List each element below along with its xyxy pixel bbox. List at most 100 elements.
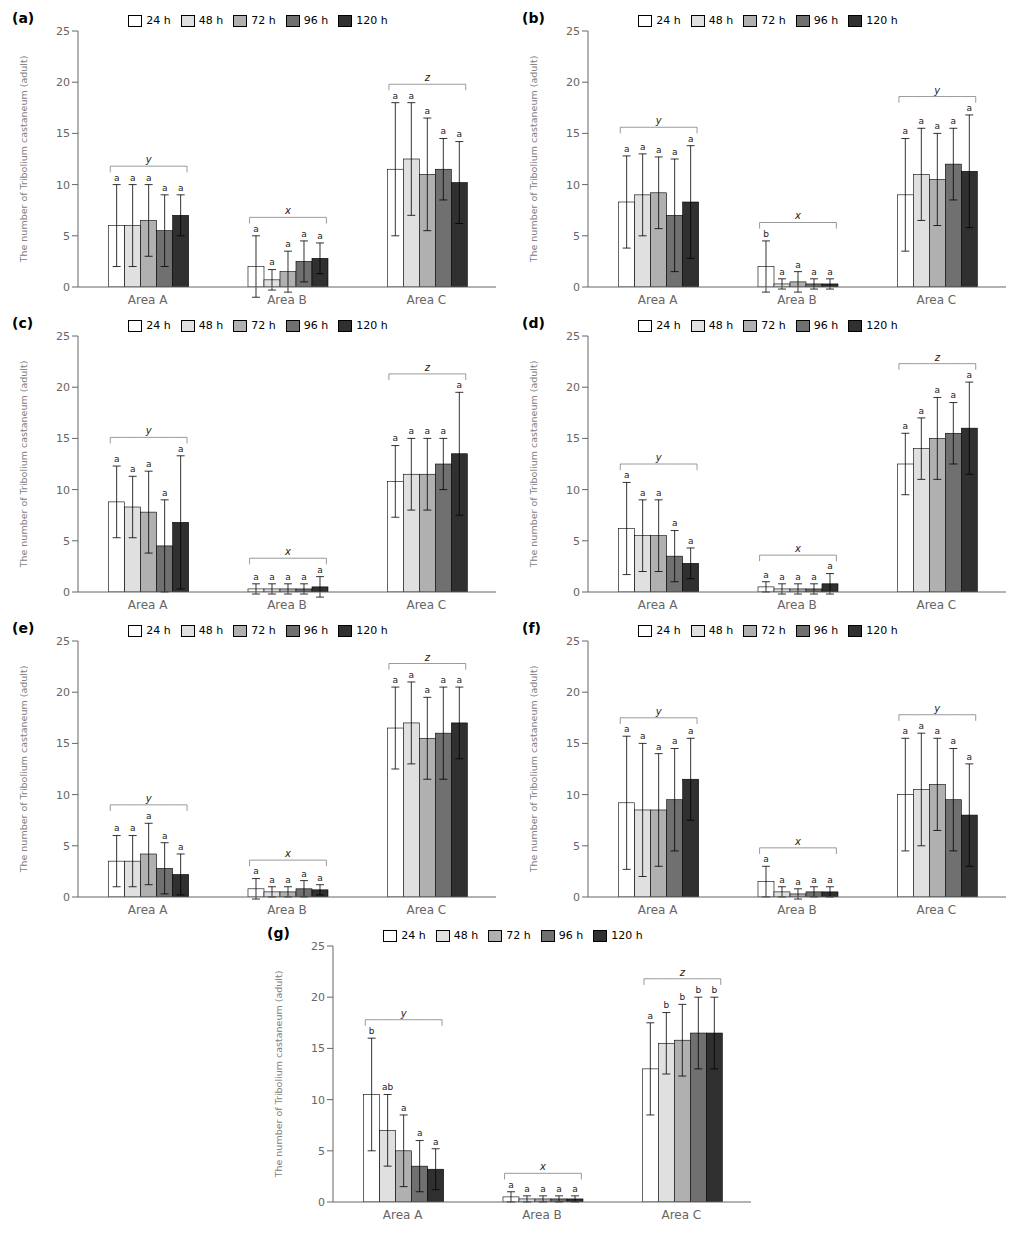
svg-text:a: a <box>811 267 817 277</box>
svg-text:a: a <box>441 675 447 685</box>
svg-text:a: a <box>162 183 168 193</box>
svg-text:b: b <box>711 985 717 995</box>
svg-text:a: a <box>508 1180 514 1190</box>
svg-text:a: a <box>433 1137 439 1147</box>
svg-text:a: a <box>951 390 957 400</box>
svg-text:Area A: Area A <box>638 293 678 307</box>
svg-text:x: x <box>794 210 801 221</box>
svg-text:a: a <box>425 685 431 695</box>
svg-text:a: a <box>130 173 136 183</box>
svg-text:z: z <box>679 967 686 978</box>
svg-text:Area B: Area B <box>267 293 307 307</box>
svg-text:b: b <box>763 229 769 239</box>
svg-text:5: 5 <box>573 230 580 243</box>
svg-text:20: 20 <box>56 381 70 394</box>
svg-text:10: 10 <box>56 789 70 802</box>
svg-text:a: a <box>130 464 136 474</box>
svg-text:a: a <box>688 536 694 546</box>
svg-text:z: z <box>424 652 431 663</box>
svg-text:10: 10 <box>56 484 70 497</box>
svg-text:a: a <box>114 454 120 464</box>
svg-text:15: 15 <box>56 737 70 750</box>
svg-text:a: a <box>672 147 678 157</box>
svg-text:Area B: Area B <box>522 1208 562 1222</box>
svg-text:x: x <box>539 1161 546 1172</box>
svg-text:Area A: Area A <box>128 293 168 307</box>
svg-text:a: a <box>409 91 415 101</box>
svg-text:a: a <box>269 257 275 267</box>
svg-text:a: a <box>779 875 785 885</box>
svg-text:0: 0 <box>318 1196 325 1209</box>
svg-text:a: a <box>114 173 120 183</box>
svg-text:15: 15 <box>56 127 70 140</box>
svg-text:a: a <box>827 267 833 277</box>
svg-text:a: a <box>393 433 399 443</box>
svg-text:5: 5 <box>573 535 580 548</box>
svg-text:a: a <box>269 572 275 582</box>
svg-text:b: b <box>695 985 701 995</box>
svg-text:a: a <box>640 731 646 741</box>
svg-text:a: a <box>672 736 678 746</box>
svg-text:a: a <box>572 1184 578 1194</box>
svg-text:a: a <box>951 736 957 746</box>
svg-text:a: a <box>393 675 399 685</box>
svg-text:Area B: Area B <box>777 293 817 307</box>
svg-text:a: a <box>285 875 291 885</box>
svg-text:20: 20 <box>311 991 325 1004</box>
svg-text:Area C: Area C <box>916 903 956 917</box>
svg-text:a: a <box>457 675 463 685</box>
svg-text:a: a <box>763 854 769 864</box>
svg-text:10: 10 <box>566 179 580 192</box>
svg-text:a: a <box>779 572 785 582</box>
svg-text:25: 25 <box>566 635 580 648</box>
svg-text:Area C: Area C <box>406 598 446 612</box>
svg-text:a: a <box>811 875 817 885</box>
svg-text:a: a <box>935 385 941 395</box>
svg-text:a: a <box>317 873 323 883</box>
svg-text:a: a <box>795 572 801 582</box>
svg-text:20: 20 <box>56 76 70 89</box>
svg-text:20: 20 <box>566 76 580 89</box>
svg-text:a: a <box>919 116 925 126</box>
svg-text:5: 5 <box>573 840 580 853</box>
svg-text:z: z <box>424 72 431 83</box>
svg-text:a: a <box>409 670 415 680</box>
svg-text:Area B: Area B <box>777 598 817 612</box>
svg-text:a: a <box>672 518 678 528</box>
svg-text:The number of Tribolium castan: The number of Tribolium castaneum (adult… <box>18 361 29 569</box>
svg-text:y: y <box>933 703 941 714</box>
svg-text:a: a <box>301 572 307 582</box>
svg-text:a: a <box>951 116 957 126</box>
svg-text:ab: ab <box>382 1082 394 1092</box>
svg-text:a: a <box>409 426 415 436</box>
svg-text:b: b <box>663 1000 669 1010</box>
svg-text:a: a <box>903 421 909 431</box>
svg-text:y: y <box>655 452 663 463</box>
svg-text:0: 0 <box>63 891 70 904</box>
svg-text:y: y <box>145 425 153 436</box>
svg-text:15: 15 <box>311 1042 325 1055</box>
svg-text:a: a <box>624 724 630 734</box>
svg-text:25: 25 <box>566 330 580 343</box>
svg-text:y: y <box>145 154 153 165</box>
svg-text:0: 0 <box>573 891 580 904</box>
svg-text:a: a <box>827 561 833 571</box>
svg-text:x: x <box>284 848 291 859</box>
svg-text:a: a <box>178 842 184 852</box>
svg-text:a: a <box>624 470 630 480</box>
svg-text:a: a <box>285 239 291 249</box>
svg-text:a: a <box>967 103 973 113</box>
svg-text:a: a <box>656 742 662 752</box>
svg-text:20: 20 <box>566 686 580 699</box>
svg-text:b: b <box>369 1026 375 1036</box>
svg-text:Area B: Area B <box>267 903 307 917</box>
svg-text:a: a <box>146 459 152 469</box>
svg-text:x: x <box>794 543 801 554</box>
svg-text:0: 0 <box>573 586 580 599</box>
svg-text:a: a <box>903 726 909 736</box>
svg-text:The number of Tribolium castan: The number of Tribolium castaneum (adult… <box>18 56 29 264</box>
svg-text:Area A: Area A <box>638 598 678 612</box>
svg-text:a: a <box>779 267 785 277</box>
svg-text:5: 5 <box>63 230 70 243</box>
svg-text:a: a <box>457 129 463 139</box>
